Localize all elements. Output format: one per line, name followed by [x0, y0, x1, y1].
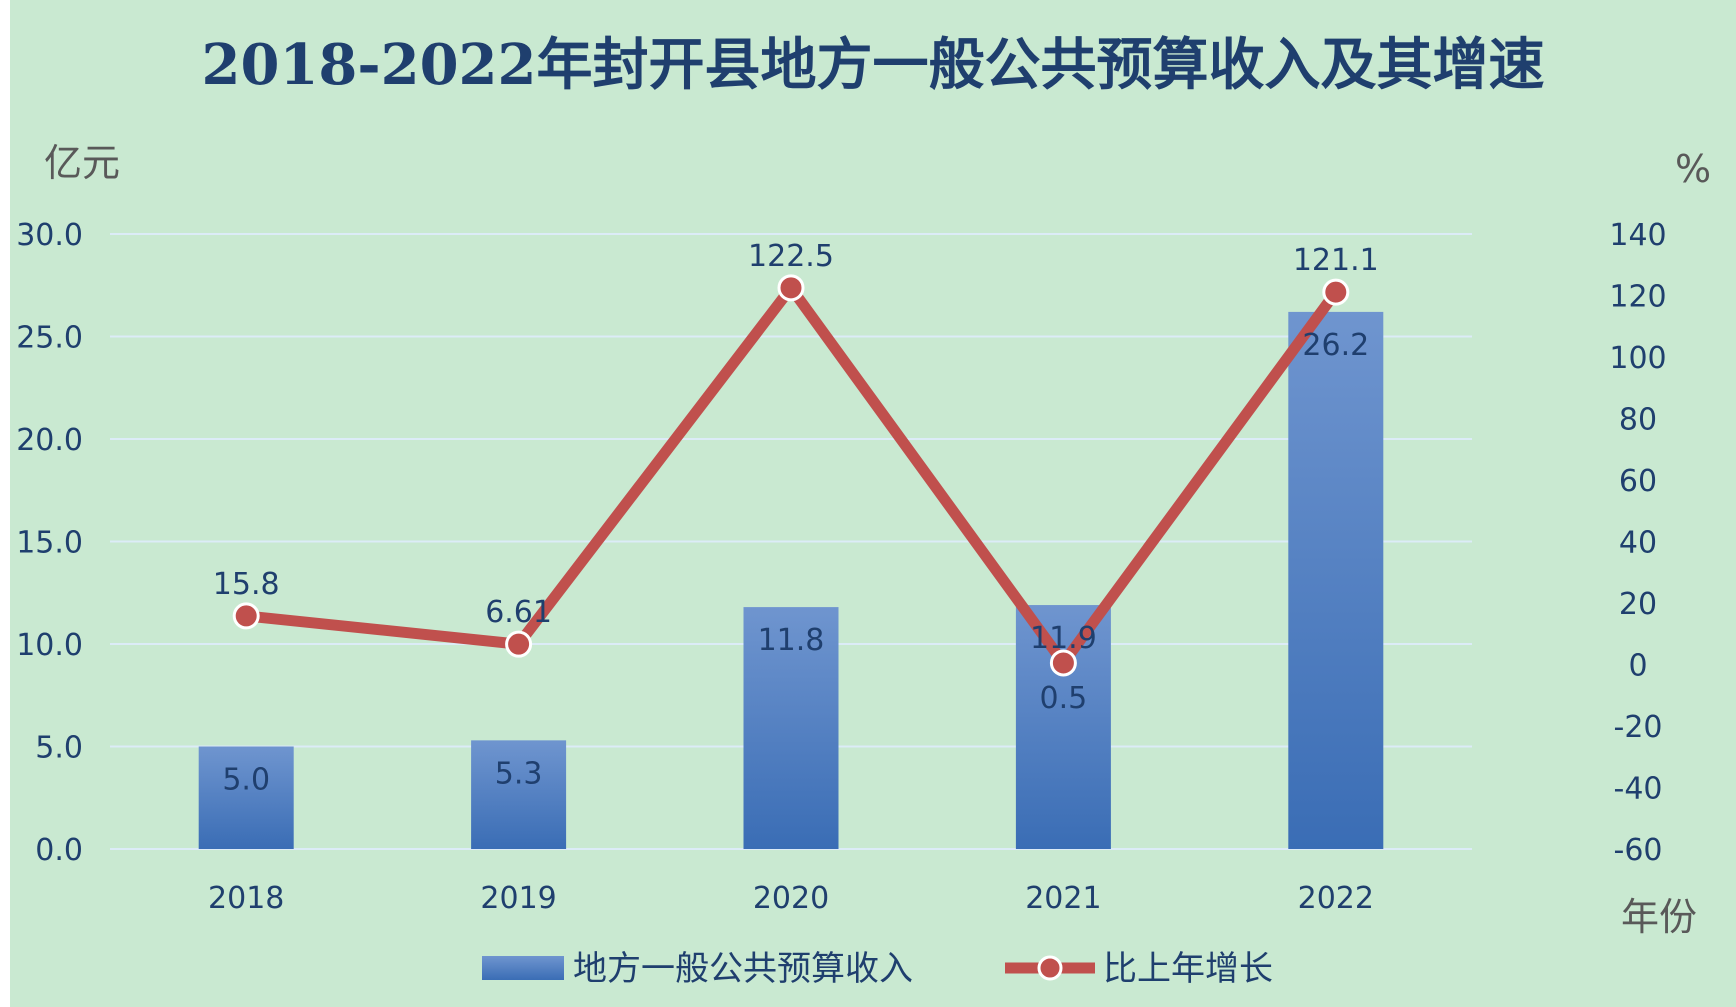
right-axis-unit: %	[1675, 147, 1711, 191]
x-tick-label: 2020	[753, 881, 829, 916]
left-tick-label: 5.0	[35, 731, 83, 766]
right-tick-label: 40	[1619, 526, 1657, 561]
bar	[1288, 311, 1384, 849]
legend-line-label: 比上年增长	[1103, 949, 1273, 989]
line-data-label: 6.61	[485, 595, 552, 630]
right-tick-label: 0	[1628, 649, 1647, 684]
left-tick-label: 25.0	[16, 321, 83, 356]
left-tick-label: 15.0	[16, 526, 83, 561]
left-tick-label: 10.0	[16, 628, 83, 663]
x-axis-unit: 年份	[1621, 895, 1697, 939]
x-tick-label: 2021	[1025, 881, 1101, 916]
legend: 地方一般公共预算收入 比上年增长	[482, 949, 1273, 989]
combo-chart-svg: 2018-2022年封开县地方一般公共预算收入及其增速 亿元 % 年份 5.0 5…	[16, 32, 1711, 989]
right-tick-label: 140	[1609, 218, 1666, 253]
x-tick-label: 2019	[480, 881, 556, 916]
right-tick-label: 20	[1619, 587, 1657, 622]
data-labels: 5.0 5.3 11.8 11.9 26.2 15.8 6.61 122.5 0.5 121.1	[213, 239, 1379, 798]
right-tick-label: 120	[1609, 280, 1666, 315]
right-tick-label: 80	[1619, 403, 1657, 438]
line-point	[1049, 649, 1077, 677]
bar-data-label: 5.0	[222, 763, 270, 798]
line-data-label: 122.5	[748, 239, 834, 274]
left-tick-label: 30.0	[16, 218, 83, 253]
line-series	[232, 274, 1350, 677]
right-tick-label: 60	[1619, 464, 1657, 499]
bar-series	[198, 311, 1384, 849]
line-data-label: 15.8	[213, 567, 280, 602]
bar-data-label: 11.9	[1030, 621, 1097, 656]
left-tick-label: 20.0	[16, 423, 83, 458]
line-data-label: 121.1	[1293, 243, 1379, 278]
bar	[743, 607, 839, 849]
right-tick-label: -60	[1614, 833, 1663, 868]
bar-data-label: 5.3	[495, 756, 543, 791]
legend-bar-swatch	[482, 956, 564, 980]
bar	[198, 746, 294, 849]
bar-data-label: 26.2	[1302, 328, 1369, 363]
line-point	[1322, 278, 1350, 306]
line-point	[232, 602, 260, 630]
bar	[471, 740, 567, 849]
x-tick-label: 2022	[1298, 881, 1374, 916]
left-tick-label: 0.0	[35, 833, 83, 868]
line-data-label: 0.5	[1040, 681, 1088, 716]
right-tick-label: -40	[1614, 772, 1663, 807]
right-tick-label: -20	[1614, 710, 1663, 745]
legend-bar-label: 地方一般公共预算收入	[573, 949, 913, 989]
line-point	[777, 274, 805, 302]
line-point	[505, 630, 533, 658]
right-tick-label: 100	[1609, 341, 1666, 376]
bar-data-label: 11.8	[758, 623, 825, 658]
growth-line	[245, 282, 1341, 669]
axis-ticks: 0.0 5.0 10.0 15.0 20.0 25.0 30.0 -60 -40 -20 0 20 40…	[16, 218, 1666, 916]
chart: 2018-2022年封开县地方一般公共预算收入及其增速 亿元 % 年份 5.0 5…	[10, 0, 1736, 1007]
chart-title: 2018-2022年封开县地方一般公共预算收入及其增速	[202, 32, 1545, 98]
x-tick-label: 2018	[208, 881, 284, 916]
bar	[1015, 605, 1111, 849]
left-axis-unit: 亿元	[44, 141, 120, 185]
legend-line-marker	[1037, 955, 1063, 981]
